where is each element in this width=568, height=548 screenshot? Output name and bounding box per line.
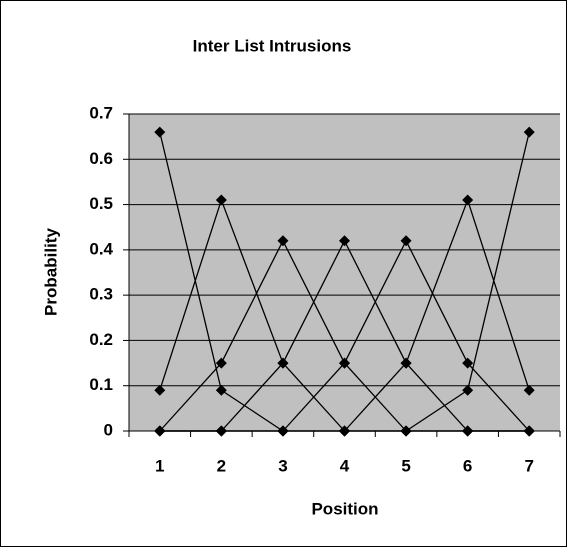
- marker: [523, 126, 535, 138]
- marker: [277, 235, 289, 247]
- marker: [339, 235, 350, 247]
- y-tick-label: 0.3: [89, 285, 113, 304]
- marker: [339, 425, 350, 437]
- x-axis-label: Position: [311, 499, 378, 518]
- marker: [462, 194, 474, 206]
- marker: [462, 357, 474, 369]
- marker: [400, 235, 412, 247]
- y-tick-label: 0.2: [89, 330, 113, 349]
- y-tick-label: 0.4: [89, 239, 113, 258]
- marker: [277, 357, 289, 369]
- x-tick-label: 3: [278, 456, 287, 475]
- x-tick-label: 2: [217, 456, 226, 475]
- x-tick-label: 1: [155, 456, 164, 475]
- x-tick-label: 4: [340, 456, 350, 475]
- marker: [154, 425, 166, 437]
- x-tick-label: 6: [463, 456, 472, 475]
- y-tick-label: 0.7: [89, 103, 113, 122]
- marker: [277, 425, 289, 437]
- x-tick-label: 5: [401, 456, 410, 475]
- marker: [523, 425, 535, 437]
- marker: [462, 425, 474, 437]
- marker: [339, 357, 350, 369]
- marker: [154, 126, 166, 138]
- marker: [154, 384, 166, 396]
- y-tick-label: 0: [104, 420, 113, 439]
- marker: [400, 357, 412, 369]
- chart-title: Inter List Intrusions: [193, 36, 352, 55]
- x-tick-label: 7: [524, 456, 533, 475]
- y-axis-label: Probability: [41, 228, 60, 316]
- marker: [523, 384, 535, 396]
- marker: [215, 357, 227, 369]
- y-tick-label: 0.6: [89, 149, 113, 168]
- plot-area: [129, 114, 560, 431]
- marker: [400, 425, 412, 437]
- marker: [462, 384, 474, 396]
- marker: [215, 425, 227, 437]
- y-tick-label: 0.5: [89, 194, 113, 213]
- marker: [215, 384, 227, 396]
- y-tick-label: 0.1: [89, 375, 113, 394]
- marker: [215, 194, 227, 206]
